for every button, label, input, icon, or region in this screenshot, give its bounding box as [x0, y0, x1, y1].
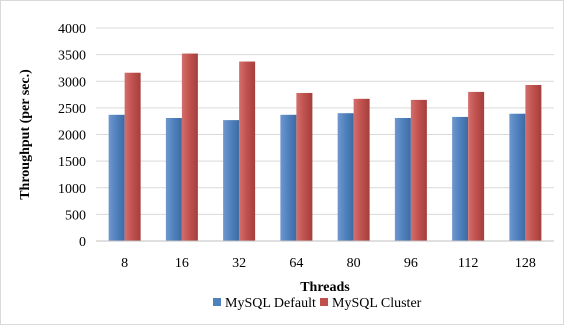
- bar-mysql-cluster-96: [410, 99, 427, 241]
- bar-mysql-cluster-32: [239, 61, 256, 241]
- bar-mysql-default-8: [108, 114, 125, 241]
- bar-mysql-cluster-128: [525, 84, 542, 241]
- y-tick-label: 2000: [58, 129, 86, 144]
- y-axis-title: Throughput (per sec.): [18, 69, 33, 200]
- y-tick-label: 1000: [58, 182, 86, 197]
- x-tick-label: 32: [232, 256, 246, 271]
- bar-mysql-default-96: [394, 117, 411, 241]
- bar-mysql-cluster-80: [353, 98, 370, 241]
- legend-label-mysql-cluster: MySQL Cluster: [332, 296, 422, 311]
- bar-mysql-cluster-8: [124, 72, 141, 241]
- legend-swatch-mysql-default: [213, 298, 221, 306]
- x-axis-title: Threads: [300, 280, 350, 295]
- legend-swatch-mysql-cluster: [320, 298, 328, 306]
- bar-mysql-default-112: [452, 116, 469, 241]
- y-tick-label: 2500: [58, 102, 86, 117]
- x-tick-label: 16: [175, 256, 189, 271]
- bar-mysql-default-64: [280, 114, 297, 241]
- legend-label-mysql-default: MySQL Default: [225, 296, 316, 311]
- gridlines: [96, 27, 554, 215]
- bars: [108, 53, 542, 242]
- bar-mysql-cluster-112: [468, 91, 485, 242]
- y-tick-label: 0: [79, 235, 86, 250]
- y-tick-label: 3500: [58, 49, 86, 64]
- y-tick-label: 1500: [58, 155, 86, 170]
- bar-mysql-default-32: [223, 120, 240, 241]
- x-tick-label: 80: [347, 256, 361, 271]
- y-tick-label: 500: [65, 208, 86, 223]
- x-tick-label: 96: [404, 256, 418, 271]
- y-tick-labels: 0 500 1000 1500 2000 2500 3000 3500 4000: [58, 22, 86, 250]
- x-tick-label: 64: [289, 256, 303, 271]
- legend: MySQL Default MySQL Cluster: [213, 296, 422, 311]
- y-tick-label: 3000: [58, 75, 86, 90]
- x-tick-label: 112: [458, 256, 478, 271]
- bar-mysql-default-80: [337, 113, 354, 241]
- x-tick-label: 128: [515, 256, 536, 271]
- y-tick-label: 4000: [58, 22, 86, 37]
- bar-mysql-cluster-64: [296, 92, 313, 241]
- x-tick-label: 8: [121, 256, 128, 271]
- bar-mysql-default-128: [509, 113, 526, 241]
- bar-mysql-default-16: [165, 117, 182, 241]
- bar-mysql-cluster-16: [181, 53, 198, 242]
- x-tick-labels: 8 16 32 64 80 96 112 128: [121, 256, 536, 271]
